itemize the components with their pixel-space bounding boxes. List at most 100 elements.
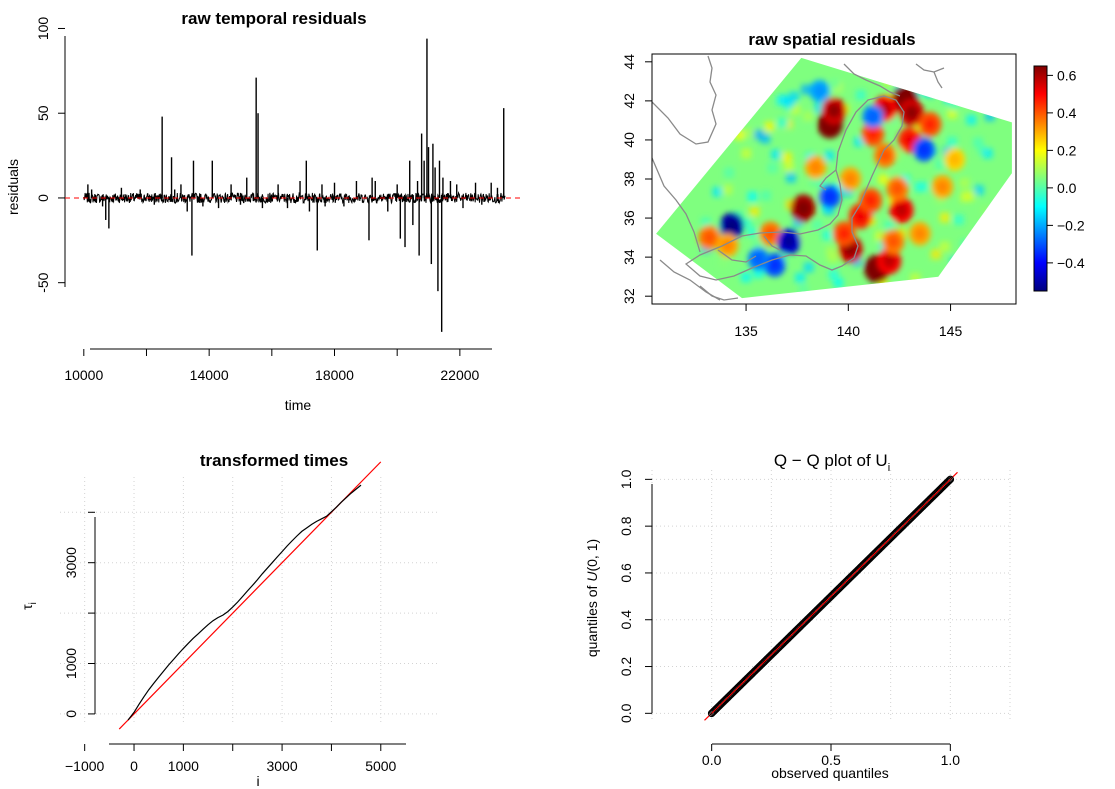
qq-title-main: Q − Q plot of U — [774, 451, 888, 470]
x-tick-label: 3000 — [266, 758, 297, 774]
qq-y-label-tail: (0, 1) — [584, 539, 600, 572]
qq-title-subscript: i — [888, 462, 890, 474]
residual-cell — [974, 185, 985, 196]
residual-cell — [883, 75, 894, 86]
y-tick-label: 36 — [621, 210, 637, 226]
residual-cell — [749, 206, 760, 217]
residual-cell — [712, 186, 723, 197]
y-tick-label: 44 — [621, 54, 637, 70]
residual-cell — [842, 186, 853, 197]
residual-cell — [722, 184, 733, 195]
residual-hotspot-core — [904, 105, 919, 120]
transformed-ticks: −1000 0 1000 3000 5000 0 1000 3000 — [63, 511, 397, 774]
residual-cell — [974, 80, 985, 91]
residual-cell — [984, 73, 995, 84]
residual-cell — [927, 186, 938, 197]
residual-cell — [822, 230, 833, 241]
x-tick-label: 135 — [734, 323, 758, 339]
residual-cell — [950, 256, 961, 267]
residual-hotspot-core — [844, 172, 857, 186]
residual-cell — [982, 148, 993, 159]
residual-cell — [801, 84, 812, 95]
residual-cell — [809, 175, 820, 186]
residual-cell — [953, 214, 964, 225]
residual-cell — [966, 114, 977, 125]
residual-hotspot-core — [866, 127, 880, 141]
residual-cell — [980, 205, 991, 216]
colorbar-tick-label: 0.0 — [1057, 180, 1077, 196]
transformed-grid — [60, 477, 440, 724]
x-tick-label: 0.5 — [821, 752, 841, 768]
x-tick-label: 10000 — [64, 367, 103, 383]
residual-cell — [944, 86, 955, 97]
x-tick-label: 1000 — [168, 758, 199, 774]
y-tick-label: 38 — [621, 171, 637, 187]
colorbar-tick-label: 0.2 — [1057, 142, 1077, 158]
residual-hotspot-core — [903, 132, 917, 147]
residual-hotspot-core — [879, 148, 892, 163]
residual-cell — [700, 217, 711, 228]
residual-hotspot-core — [725, 218, 739, 234]
residual-cell — [782, 152, 793, 163]
residual-hotspot-core — [703, 230, 716, 245]
residual-cell — [785, 199, 796, 210]
residual-cell — [916, 282, 927, 293]
residual-cell — [764, 121, 775, 132]
residual-cell — [949, 99, 960, 110]
residual-cell — [803, 116, 814, 127]
residual-hotspot-core — [894, 203, 909, 218]
x-tick-label: 22000 — [440, 367, 479, 383]
residual-hotspot-core — [854, 209, 868, 224]
residual-cell — [900, 174, 911, 185]
residual-cell — [977, 225, 988, 236]
y-tick-label: 50 — [35, 105, 51, 121]
residual-cell — [734, 94, 745, 105]
residual-hotspot-core — [796, 200, 811, 216]
residual-cell — [827, 252, 838, 263]
residual-cell — [753, 129, 764, 140]
residual-cell — [924, 87, 935, 98]
residual-hotspot-core — [936, 180, 949, 194]
y-tick-label: 1000 — [63, 648, 79, 679]
residual-cell — [875, 231, 886, 242]
y-tick-label: 0.0 — [618, 703, 634, 723]
residual-cell — [784, 97, 795, 108]
residual-cell — [718, 257, 729, 268]
residual-cell — [760, 133, 771, 144]
residual-cell — [935, 194, 946, 205]
residual-cell — [785, 172, 796, 183]
x-tick-label: 0.0 — [702, 752, 722, 768]
y-tick-label: 32 — [621, 288, 637, 304]
qq-y-label-italic: U — [584, 571, 600, 582]
residual-cell — [910, 273, 921, 284]
residual-hotspot-core — [887, 234, 900, 249]
residual-cell — [832, 182, 843, 193]
residual-cell — [778, 117, 789, 128]
temporal-ticks: 10000 14000 18000 22000 -50 0 50 100 — [35, 17, 480, 383]
residual-cell — [943, 93, 954, 104]
tau-subscript: i — [28, 602, 39, 604]
temporal-x-label: time — [285, 397, 312, 413]
residual-cell — [753, 268, 764, 279]
tau-symbol: τ — [19, 604, 35, 610]
x-tick-label: 18000 — [315, 367, 354, 383]
residual-cell — [795, 272, 806, 283]
residual-hotspot-core — [827, 103, 841, 119]
qq-ticks: 0.0 0.5 1.0 0.0 0.2 0.4 0.6 0.8 1.0 — [618, 469, 960, 768]
colorbar-tick-label: −0.2 — [1057, 217, 1085, 233]
residual-cell — [934, 159, 945, 170]
residual-cell — [978, 236, 989, 247]
qq-x-label: observed quantiles — [771, 765, 889, 781]
x-tick-label: 140 — [837, 323, 861, 339]
qq-point — [945, 476, 953, 485]
residual-cell — [851, 256, 862, 267]
residual-cell — [778, 94, 789, 105]
temporal-title: raw temporal residuals — [181, 9, 366, 28]
transformed-times-panel: transformed times −1000 0 1000 3000 5000 0 100… — [19, 451, 440, 789]
residual-cell — [767, 162, 778, 173]
transformed-y-label: τi — [19, 602, 39, 610]
residual-cell — [878, 174, 889, 185]
residual-cell — [833, 277, 844, 288]
residual-hotspot-core — [823, 190, 836, 204]
residual-cell — [723, 167, 734, 178]
